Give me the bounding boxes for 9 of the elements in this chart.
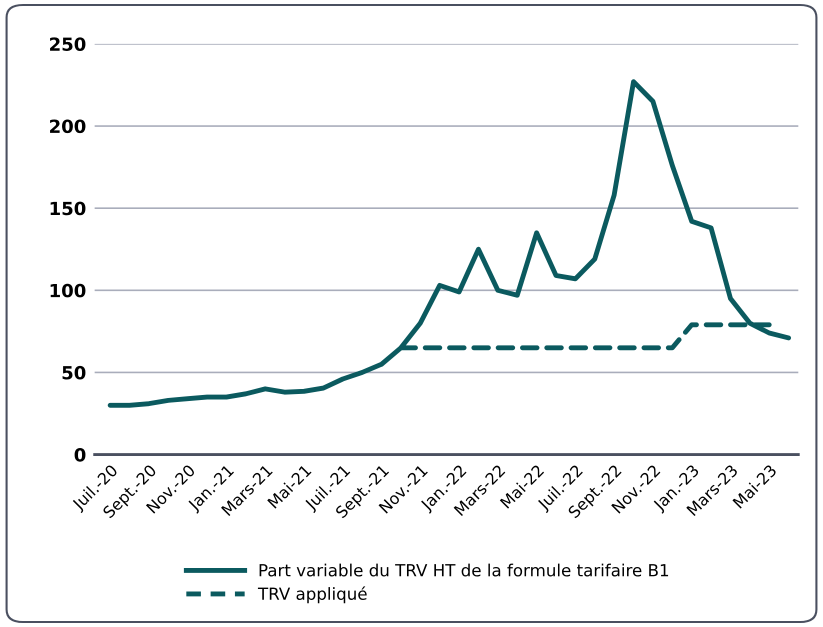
y-tick-label: 0 [74,448,86,462]
y-tick-label: 150 [50,202,86,216]
y-tick-label: 200 [50,119,86,134]
legend-label: TRV appliqué [258,586,367,604]
legend-label: Part variable du TRV HT de la formule tarifaire B1 [260,564,668,577]
y-tick-label: 250 [50,37,86,52]
line-series [108,79,792,408]
y-tick-label: 100 [50,284,86,298]
y-tick-label: 50 [62,366,86,380]
